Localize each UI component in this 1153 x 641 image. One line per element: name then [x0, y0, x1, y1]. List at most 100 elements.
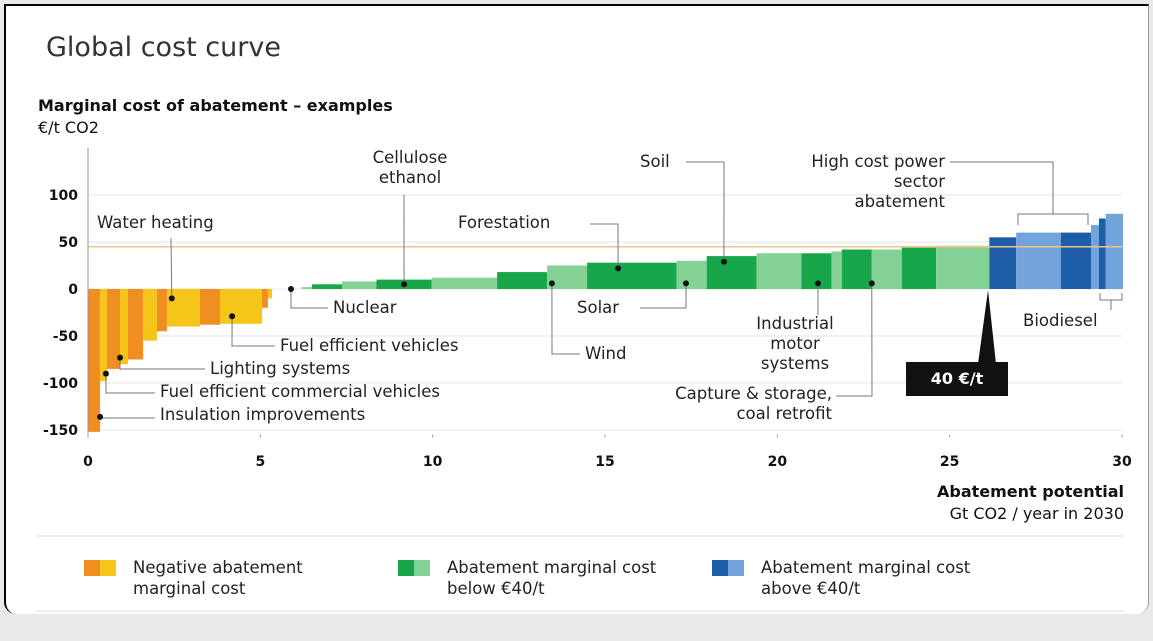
legend-label: Abatement marginal cost above €40/t [761, 558, 971, 598]
annotation-dot [97, 413, 104, 420]
bar [143, 289, 157, 341]
annotation-label: Lighting systems [210, 359, 351, 378]
bar [220, 289, 263, 324]
legend-swatch [398, 560, 414, 576]
x-axis-unit: Gt CO2 / year in 2030 [950, 504, 1124, 523]
bar [1016, 232, 1061, 289]
bar [676, 260, 707, 289]
leader-line [950, 161, 1054, 214]
bar [547, 265, 588, 289]
bar [120, 289, 128, 365]
y-tick-label: -150 [43, 423, 78, 439]
bar [127, 289, 144, 360]
bar [989, 237, 1017, 289]
leader-line [105, 373, 155, 394]
leader-line [686, 161, 725, 262]
x-tick-label: 15 [595, 454, 614, 470]
annotation-dot [401, 281, 408, 288]
annotation-label: Fuel efficient commercial vehicles [160, 382, 440, 401]
bar [1090, 225, 1099, 289]
leader-line [1017, 213, 1089, 225]
y-tick-label: -50 [53, 329, 79, 345]
annotation-label: Insulation improvements [160, 405, 366, 424]
bar [831, 251, 842, 289]
annotation-dot [229, 313, 236, 320]
bar [756, 253, 802, 289]
bar [342, 281, 377, 289]
leader-line [1099, 293, 1123, 301]
annotation-dot [815, 280, 822, 287]
y-axis-unit: €/t CO2 [38, 118, 99, 137]
legend-swatch [100, 560, 116, 576]
bar [1105, 213, 1124, 289]
bar [901, 247, 937, 289]
bar [431, 277, 498, 289]
x-tick-label: 20 [768, 454, 788, 470]
callout-pointer [978, 290, 996, 364]
bar [706, 256, 757, 289]
leader-line [290, 288, 328, 309]
x-axis-label: Abatement potential [937, 482, 1124, 501]
annotation-label: Biodiesel [1023, 311, 1098, 330]
annotation-dot [168, 295, 175, 302]
bar [267, 289, 273, 299]
bar [1098, 218, 1106, 289]
legend-swatch [414, 560, 430, 576]
legend-swatch [84, 560, 100, 576]
annotation-dot [548, 280, 555, 287]
leader-line [119, 357, 205, 370]
bar [936, 245, 990, 289]
x-tick-label: 0 [83, 454, 93, 470]
bar [1060, 232, 1091, 289]
x-tick-label: 5 [255, 454, 265, 470]
leader-line [551, 283, 580, 355]
x-tick-label: 30 [1112, 454, 1132, 470]
bar [100, 289, 107, 382]
y-tick-label: -100 [43, 376, 78, 392]
bar [200, 289, 221, 325]
bar [156, 289, 167, 332]
annotation-label: Wind [585, 344, 627, 363]
y-tick-label: 100 [49, 188, 78, 204]
annotation-dot [682, 280, 689, 287]
bar [166, 289, 201, 327]
bar [841, 249, 872, 289]
annotation-label: Cellulose ethanol [372, 148, 448, 187]
legend-swatch [728, 560, 744, 576]
leader-line [170, 237, 173, 299]
bar [497, 272, 548, 289]
leader-line [640, 283, 687, 309]
bar [312, 284, 343, 289]
legend-swatch [712, 560, 728, 576]
bar [262, 289, 268, 308]
annotation-label: Soil [640, 152, 670, 171]
annotation-label: Industrial motor systems [756, 314, 834, 373]
x-tick-label: 25 [940, 454, 959, 470]
annotation-dot [720, 258, 727, 265]
y-tick-label: 0 [68, 282, 78, 298]
y-tick-label: 50 [59, 235, 79, 251]
bar [587, 262, 677, 289]
legend-label: Negative abatement marginal cost [133, 558, 303, 598]
x-tick-label: 10 [423, 454, 443, 470]
threshold-callout: 40 €/t [906, 362, 1008, 396]
legend-label: Abatement marginal cost below €40/t [447, 558, 657, 598]
annotation-dot [288, 286, 295, 292]
annotation-label: Capture & storage, coal retrofit [675, 384, 832, 423]
annotation-label: Solar [577, 298, 620, 317]
annotation-dot [615, 265, 622, 272]
chart-title: Global cost curve [46, 32, 281, 63]
annotation-dot [868, 280, 875, 287]
annotation-dot [102, 370, 109, 377]
annotation-label: Forestation [458, 213, 551, 232]
y-axis-label: Marginal cost of abatement – examples [38, 96, 393, 115]
leader-line [99, 416, 155, 419]
leader-line [231, 316, 275, 347]
annotation-label: Fuel efficient vehicles [280, 336, 459, 355]
bar [88, 289, 101, 432]
leader-line [590, 223, 619, 269]
annotation-label: Nuclear [333, 298, 397, 317]
bar [106, 289, 121, 369]
